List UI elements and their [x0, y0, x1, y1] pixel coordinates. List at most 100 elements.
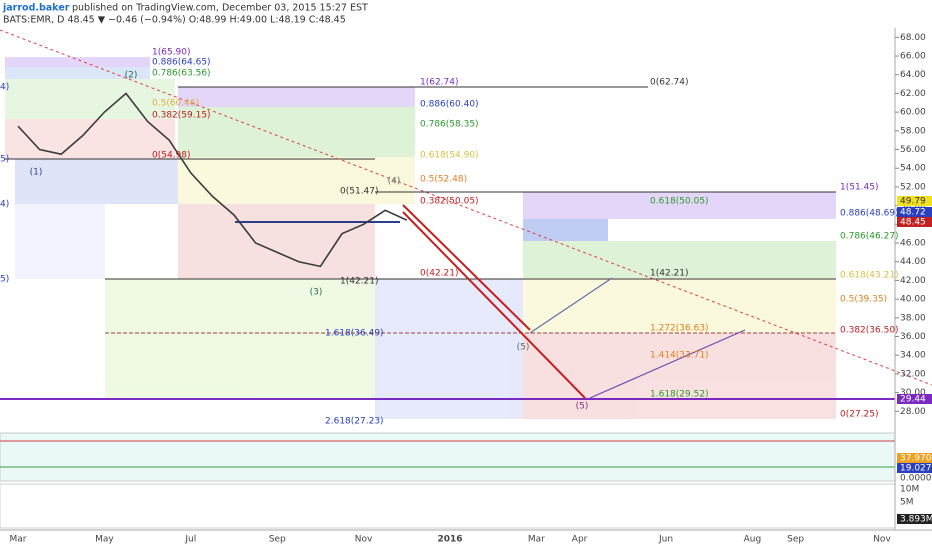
x-tick-label: Nov [873, 535, 891, 545]
fib-label: 1.414(33.71) [650, 351, 709, 361]
stoch-panel [0, 432, 896, 482]
x-tick-label: Jul [184, 535, 196, 545]
trend-line [0, 29, 932, 386]
zone [178, 157, 415, 204]
price-tag-label: 29.44 [900, 395, 926, 405]
stoch-label: 0.0000 [900, 474, 932, 484]
fib-label: 0.886(64.65) [152, 58, 211, 68]
volume-tag [897, 514, 932, 524]
fib-label: 0.382(59.15) [152, 111, 211, 121]
wave-label: (2) [125, 71, 138, 81]
zone [15, 159, 375, 204]
fib-label: 1(51.45) [840, 183, 879, 193]
x-tick-label: 2016 [437, 535, 462, 545]
zone [5, 119, 175, 159]
fib-label: 0(51.47) [340, 187, 379, 197]
y-tick-label: 46.00 [900, 239, 926, 249]
price-line [17, 92, 408, 268]
fib-label: 0.382(36.50) [840, 326, 899, 336]
fib-label: 1(42.21) [340, 277, 379, 287]
stoch-tag [897, 463, 932, 473]
zone [178, 87, 415, 107]
fib-label: 0.786(58.35) [420, 120, 479, 130]
y-tick-label: 54.00 [900, 164, 926, 174]
y-tick-label: 64.00 [900, 70, 926, 80]
x-tick-label: May [95, 535, 114, 545]
stoch-tag [897, 453, 932, 463]
zone [178, 204, 375, 279]
x-tick-label: Sep [787, 535, 804, 545]
edge-label: 4) [0, 200, 9, 210]
volume-panel [0, 483, 896, 529]
price-tag [897, 196, 932, 206]
y-tick-label: 62.00 [900, 89, 926, 99]
fib-label: 0(27.25) [840, 410, 879, 420]
y-tick-label: 32.00 [900, 369, 926, 379]
x-tick-label: Jun [658, 535, 673, 545]
y-tick-label: 50.00 [900, 201, 926, 211]
stoch-label: 19.0277 [900, 464, 932, 474]
volume-label: 5M [900, 498, 914, 508]
fib-label: 1.618(36.49) [325, 329, 384, 339]
zone [523, 192, 836, 219]
y-tick-label: 40.00 [900, 295, 926, 305]
fib-label: 1.272(36.63) [650, 324, 709, 334]
y-tick-label: 56.00 [900, 145, 926, 155]
y-tick-label: 52.00 [900, 182, 926, 192]
zone [523, 333, 836, 419]
zone [375, 279, 523, 419]
y-tick-label: 36.00 [900, 332, 926, 342]
price-tag-label: 48.72 [900, 208, 926, 218]
fib-label: 0.886(60.40) [420, 100, 479, 110]
fib-label: 0.618(50.05) [650, 197, 709, 207]
y-tick-label: 68.00 [900, 33, 926, 43]
edge-label: 4) [0, 83, 9, 93]
wave-label: (3) [310, 288, 323, 298]
price-tag [897, 217, 932, 227]
fib-lines [0, 86, 895, 400]
user: jarrod.baker [2, 3, 70, 14]
y-tick-label: 66.00 [900, 52, 926, 62]
x-tick-label: Mar [528, 535, 545, 545]
zone [523, 219, 608, 241]
arrow [402, 211, 586, 399]
stoch-label: 37.9709 [900, 454, 932, 464]
zone [15, 204, 105, 279]
y-tick-label: 58.00 [900, 126, 926, 136]
volume-label: 3.893M [900, 515, 932, 525]
price-tag-label: 49.79 [900, 197, 926, 207]
zone [523, 241, 836, 278]
fib-label: 0(62.74) [650, 78, 689, 88]
y-tick-label: 42.00 [900, 276, 926, 286]
fib-label: 1(62.74) [420, 78, 459, 88]
fib-label: 1(65.90) [152, 48, 191, 58]
fib-label: 2.618(27.23) [325, 417, 384, 427]
fib-label: 0(42.21) [420, 269, 459, 279]
y-tick-label: 38.00 [900, 313, 926, 323]
fib-label: 1(42.21) [650, 269, 689, 279]
fib-label: 0.786(46.27) [840, 232, 899, 242]
published: published on TradingView.com, December 0… [72, 3, 368, 14]
symbol: BATS:EMR, D 48.45 ▼ −0.46 (−0.94%) O:48.… [3, 15, 346, 26]
fib-label: 0.5(60.46) [152, 99, 199, 109]
x-tick-label: Apr [572, 535, 588, 545]
y-tick-label: 44.00 [900, 257, 926, 267]
zone [5, 67, 150, 79]
fib-label: 0.5(52.48) [420, 175, 467, 185]
zone [5, 79, 175, 119]
fib-label: 0.786(63.56) [152, 69, 211, 79]
edge-label: 5) [0, 275, 9, 285]
fib-label: 0.886(48.69) [840, 209, 899, 219]
fib-label: 0.382(50.05) [420, 197, 479, 207]
y-tick-label: 28.00 [900, 407, 926, 417]
x-tick-label: Aug [744, 535, 762, 545]
zone [105, 279, 375, 399]
wave-label: (1) [30, 168, 43, 178]
y-tick-label: 30.00 [900, 388, 926, 398]
wave-label: (5) [576, 402, 589, 412]
zone [5, 57, 150, 67]
fib-label: 0.618(43.21) [840, 271, 899, 281]
price-tag-label: 48.45 [900, 218, 926, 228]
fib-zones [5, 57, 836, 419]
